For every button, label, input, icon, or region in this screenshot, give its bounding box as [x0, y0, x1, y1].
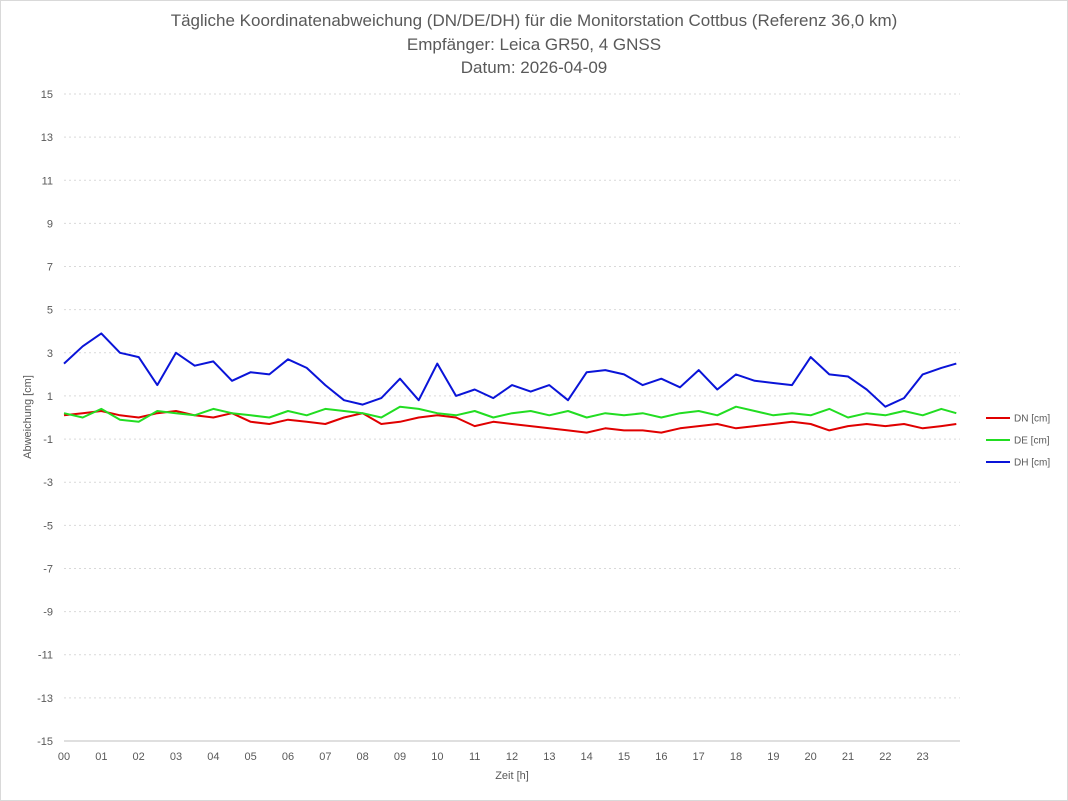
- chart-date: Datum: 2026-04-09: [460, 58, 608, 77]
- x-tick-label: 06: [282, 751, 294, 763]
- x-axis-ticks: 00 01 02 03 04 05 06 07 08 09 10 11 12 13 14 15 16 17 18 19…: [58, 751, 929, 763]
- series-line-dh: [63, 332, 957, 408]
- x-tick-label: 04: [207, 751, 219, 763]
- y-axis-ticks: 15 13 11 9 7 5 3 1 -1 -3 -5 -7 -9 -11 -13 -15: [37, 89, 53, 748]
- y-tick-label: 9: [47, 218, 53, 230]
- legend-item-dn: DN [cm]: [986, 414, 1050, 425]
- series-line-dn: [63, 410, 957, 434]
- x-tick-label: 21: [842, 751, 854, 763]
- chart-subtitle: Empfänger: Leica GR50, 4 GNSS: [406, 35, 662, 54]
- y-tick-label: 5: [47, 305, 53, 317]
- x-tick-label: 15: [618, 751, 630, 763]
- x-tick-label: 22: [879, 751, 891, 763]
- legend-item-de: DE [cm]: [986, 436, 1050, 447]
- legend: DN [cm] DE [cm] DH [cm]: [986, 414, 1050, 469]
- x-tick-label: 11: [469, 751, 480, 763]
- x-tick-label: 10: [431, 751, 443, 763]
- x-tick-label: 01: [95, 751, 107, 763]
- y-tick-label: -9: [43, 607, 53, 619]
- series: [63, 332, 957, 434]
- chart-title: Tägliche Koordinatenabweichung (DN/DE/DH…: [170, 11, 898, 30]
- legend-label: DH [cm]: [1014, 458, 1050, 469]
- y-tick-label: 13: [41, 132, 53, 144]
- x-tick-label: 14: [581, 751, 593, 763]
- legend-label: DN [cm]: [1014, 414, 1050, 425]
- x-tick-label: 07: [319, 751, 331, 763]
- x-tick-label: 17: [693, 751, 705, 763]
- y-axis-title: Abweichung [cm]: [22, 375, 34, 459]
- y-tick-label: -1: [43, 434, 53, 446]
- x-tick-label: 05: [245, 751, 257, 763]
- series-line-de: [63, 405, 957, 423]
- x-tick-label: 23: [917, 751, 929, 763]
- y-tick-label: 15: [41, 89, 53, 101]
- x-tick-label: 16: [655, 751, 667, 763]
- y-tick-label: -15: [37, 736, 53, 748]
- y-tick-label: 7: [47, 262, 53, 274]
- x-tick-label: 20: [805, 751, 817, 763]
- y-tick-label: -5: [43, 520, 53, 532]
- x-tick-label: 02: [133, 751, 145, 763]
- x-tick-label: 00: [58, 751, 70, 763]
- y-tick-label: 1: [47, 391, 53, 403]
- y-tick-label: -7: [43, 563, 53, 575]
- x-tick-label: 08: [357, 751, 369, 763]
- y-tick-label: 3: [47, 348, 53, 360]
- legend-label: DE [cm]: [1014, 436, 1050, 447]
- x-axis-title: Zeit [h]: [495, 770, 529, 782]
- x-tick-label: 13: [543, 751, 555, 763]
- x-tick-label: 03: [170, 751, 182, 763]
- y-tick-label: -11: [38, 650, 53, 662]
- y-tick-label: -3: [43, 477, 53, 489]
- y-tick-label: 11: [42, 175, 53, 187]
- grid: [64, 93, 960, 742]
- x-tick-label: 09: [394, 751, 406, 763]
- y-tick-label: -13: [37, 693, 53, 705]
- x-tick-label: 12: [506, 751, 518, 763]
- x-tick-label: 19: [767, 751, 779, 763]
- legend-item-dh: DH [cm]: [986, 458, 1050, 469]
- x-tick-label: 18: [730, 751, 742, 763]
